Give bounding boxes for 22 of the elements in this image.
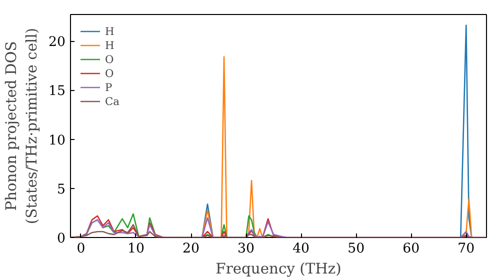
x-tick-label: 60: [402, 242, 420, 256]
x-tick-label: 70: [458, 242, 475, 256]
legend-label: Ca: [105, 94, 121, 108]
x-tick-label: 30: [238, 242, 255, 256]
legend-label: H: [105, 24, 116, 38]
x-tick-label: 50: [348, 242, 365, 256]
legend-label: H: [105, 38, 116, 52]
legend-label: P: [105, 80, 114, 94]
x-tick-label: 10: [128, 242, 144, 256]
x-tick-label: 20: [182, 242, 200, 256]
y-tick-label: 5: [57, 182, 66, 198]
y-tick-label: 0: [57, 232, 66, 246]
y-tick-label: 10: [48, 133, 66, 148]
legend-label: O: [105, 66, 115, 80]
x-tick-label: 40: [292, 242, 310, 256]
legend-label: O: [105, 52, 115, 66]
y-axis-title: Phonon projected DOS (States/THz·primitive cell): [3, 28, 41, 224]
line-series: [70, 224, 486, 238]
x-tick-label: 0: [76, 242, 86, 256]
y-tick-label: 15: [48, 84, 66, 100]
x-axis-title: Frequency (THz): [216, 260, 342, 278]
y-tick-label: 20: [48, 35, 66, 50]
